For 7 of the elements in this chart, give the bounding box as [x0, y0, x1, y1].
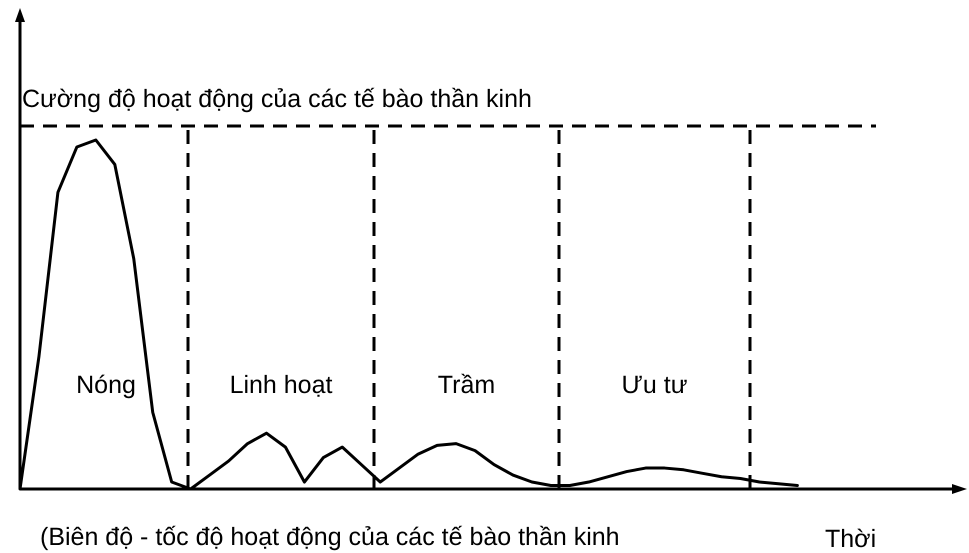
annotation: Linh hoạt — [230, 371, 332, 399]
text: (Biên độ - tốc độ hoạt động của các tế bào thần kinh — [40, 523, 620, 551]
x-axis-title: Thời — [825, 525, 876, 553]
annotation: Ưu tư — [622, 371, 688, 399]
annotation: Trầm — [438, 371, 496, 399]
annotation: Nóng — [76, 371, 136, 399]
y-axis-title: Cường độ hoạt động của các tế bào thần kinh — [22, 85, 532, 113]
